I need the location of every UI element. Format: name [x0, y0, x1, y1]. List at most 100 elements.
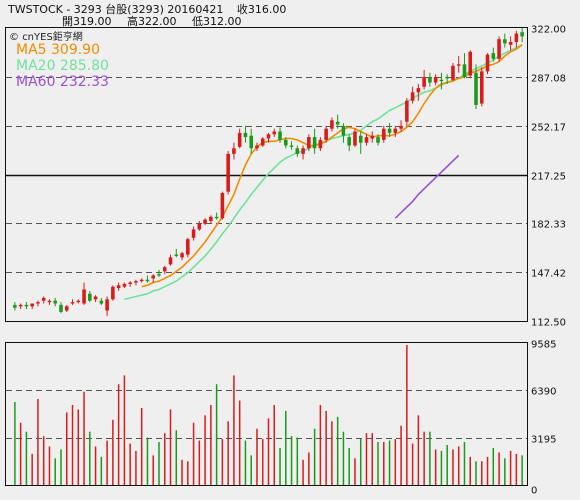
- candle-body: [330, 120, 334, 129]
- volume-tick-label: 6390: [531, 387, 556, 398]
- candle-body: [174, 254, 179, 256]
- candle-body: [474, 72, 478, 105]
- candle: [497, 36, 501, 62]
- candle: [47, 299, 52, 305]
- candle: [41, 296, 46, 304]
- candle: [468, 50, 473, 79]
- candle: [88, 290, 92, 303]
- candle: [209, 215, 213, 224]
- candle-body: [445, 76, 449, 79]
- low-price-label: 低312.00: [192, 15, 242, 28]
- candle: [439, 72, 444, 90]
- candle-body: [139, 279, 144, 282]
- candle: [255, 142, 259, 152]
- candle: [393, 125, 398, 138]
- candle: [479, 67, 484, 107]
- candle: [289, 141, 294, 150]
- candle: [330, 117, 334, 132]
- candle: [387, 123, 392, 138]
- candle-body: [197, 223, 202, 230]
- candle-body: [266, 134, 271, 139]
- candle: [220, 191, 225, 220]
- candle: [18, 303, 23, 310]
- candle: [358, 131, 363, 154]
- candle: [474, 64, 478, 110]
- candle-body: [456, 64, 461, 66]
- candle: [180, 251, 184, 261]
- moving-averages: [124, 44, 523, 301]
- candle: [93, 295, 98, 303]
- candle-body: [341, 125, 346, 136]
- candle-body: [364, 137, 369, 143]
- brand-watermark: © cnYES鉅亨網: [9, 28, 83, 43]
- candle-body: [439, 79, 444, 82]
- volume-tick-label: 9585: [531, 340, 556, 351]
- candle: [226, 151, 230, 195]
- candle: [134, 279, 138, 286]
- candle-body: [209, 216, 213, 222]
- candle-body: [491, 53, 496, 59]
- candlesticks: [13, 28, 524, 317]
- candle-body: [462, 64, 467, 77]
- candle-body: [70, 302, 75, 304]
- candle: [381, 125, 386, 143]
- candle-body: [307, 137, 311, 149]
- candle: [376, 134, 380, 146]
- candle-body: [134, 281, 138, 283]
- candle-body: [358, 135, 363, 143]
- candle-body: [151, 275, 156, 279]
- candle: [266, 132, 271, 143]
- candle-body: [214, 216, 219, 219]
- price-tick-label: 147.42: [531, 269, 566, 280]
- volume-tick-label: 0: [531, 486, 537, 497]
- candle: [295, 145, 300, 157]
- candle: [116, 282, 121, 291]
- candle: [491, 47, 496, 62]
- candle: [76, 299, 81, 304]
- candle-body: [370, 135, 375, 139]
- candle: [168, 254, 173, 266]
- candle: [284, 137, 288, 149]
- price-tick-label: 112.50: [531, 318, 566, 329]
- candle-body: [13, 304, 17, 308]
- candle: [157, 269, 161, 277]
- candle: [260, 137, 265, 147]
- candle-body: [468, 51, 473, 76]
- candle-body: [76, 300, 81, 303]
- candle-body: [428, 76, 432, 83]
- candle-body: [301, 148, 305, 154]
- candle-body: [347, 137, 351, 146]
- candle-body: [232, 148, 236, 154]
- candle-body: [318, 139, 323, 149]
- candle: [364, 134, 369, 146]
- axis-tick-labels: 322.00 287.08 252.17 217.25 182.33 147.42 112.…: [531, 25, 566, 497]
- candle: [145, 275, 150, 283]
- candle-body: [284, 139, 288, 146]
- candle: [30, 303, 34, 310]
- candle: [82, 282, 86, 305]
- candle-body: [272, 131, 277, 135]
- candle-body: [47, 300, 52, 303]
- candle: [370, 131, 375, 143]
- candle: [191, 226, 196, 241]
- candle-body: [82, 289, 86, 304]
- candle-body: [451, 65, 455, 80]
- header-line-1: TWSTOCK - 3293 台股(3293) 20160421 收316.00: [8, 1, 286, 17]
- candle-body: [99, 300, 104, 304]
- candle: [307, 134, 311, 152]
- price-tick-label: 252.17: [531, 123, 566, 134]
- candle-body: [243, 132, 248, 138]
- volume-tick-label: 3195: [531, 435, 556, 446]
- legend-ma60: MA60 232.33: [16, 74, 109, 90]
- candle: [335, 114, 340, 129]
- candle-body: [514, 33, 519, 42]
- candle: [514, 30, 519, 48]
- candle-body: [145, 279, 150, 282]
- candle-body: [503, 39, 507, 44]
- candle-body: [111, 286, 115, 300]
- volume-bars: [14, 345, 523, 485]
- candle: [162, 265, 167, 275]
- candle: [312, 128, 317, 154]
- candle: [433, 74, 438, 86]
